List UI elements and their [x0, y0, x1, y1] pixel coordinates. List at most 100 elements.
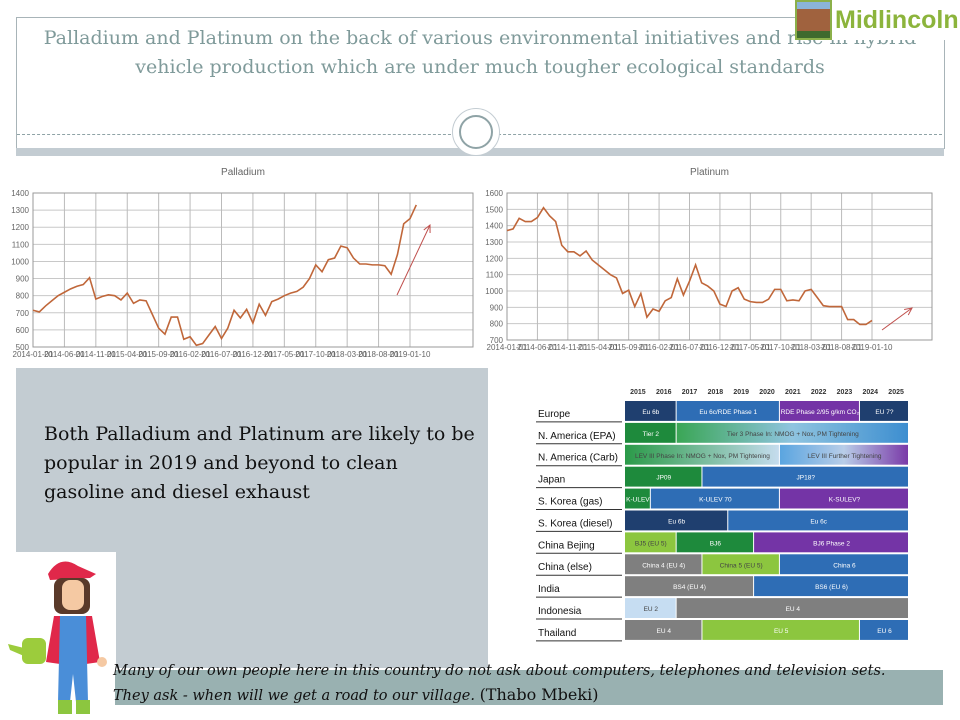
standard-label: Tier 2	[643, 431, 660, 438]
header-frame	[16, 17, 945, 149]
standard-segment	[779, 488, 908, 509]
slide-title: Palladium and Platinum on the back of va…	[43, 27, 917, 78]
standard-label: K-ULEV 70	[699, 497, 732, 504]
y-tick-label: 1000	[485, 287, 503, 296]
region-label: India	[538, 584, 560, 595]
standard-label: Eu 6c/RDE Phase 1	[699, 409, 757, 416]
standard-label: China 6	[833, 562, 856, 569]
standard-segment	[650, 488, 779, 509]
standard-segment	[676, 422, 908, 443]
standard-segment	[702, 554, 779, 575]
x-tick-label: 2019-01-10	[852, 343, 893, 352]
standard-label: Eu 6b	[642, 409, 659, 416]
standard-label: China 4 (EU 4)	[642, 562, 685, 569]
standard-label: EU 2	[644, 606, 659, 613]
y-tick-label: 1500	[485, 205, 503, 214]
x-tick-label: 2016-02-01	[639, 343, 680, 352]
trend-arrowhead-icon	[904, 307, 913, 316]
gardener-illustration	[0, 552, 116, 720]
y-tick-label: 1100	[486, 271, 504, 280]
region-label: China (else)	[538, 562, 592, 573]
region-label: S. Korea (diesel)	[538, 518, 612, 529]
y-tick-label: 700	[490, 336, 504, 345]
standard-label: LEV III Phase In: NMOG + Nox, PM Tighten…	[635, 453, 770, 460]
standard-segment	[625, 488, 650, 509]
standard-label: EU 4	[786, 606, 801, 613]
year-label: 2016	[656, 389, 672, 396]
standard-segment	[702, 620, 859, 640]
year-label: 2017	[682, 389, 698, 396]
x-tick-label: 2014-11-01	[76, 350, 117, 359]
x-tick-label: 2016-07-01	[201, 350, 242, 359]
standard-label: K-ULEV	[626, 497, 650, 504]
standard-label: Tier 3 Phase In: NMOG + Nox, PM Tighteni…	[727, 431, 859, 438]
trend-arrow-icon	[881, 307, 913, 331]
standard-label: JP18?	[797, 475, 816, 482]
standard-label: BS6 (EU 6)	[815, 584, 848, 591]
standard-segment	[625, 598, 676, 618]
standard-segment	[625, 422, 676, 443]
x-tick-label: 2014-11-01	[548, 343, 589, 352]
standard-segment	[728, 510, 908, 531]
region-label: Indonesia	[538, 606, 582, 617]
y-tick-label: 500	[16, 343, 30, 352]
standard-label: EU 4	[657, 628, 672, 635]
year-label: 2025	[888, 389, 904, 396]
standard-segment	[779, 554, 908, 575]
standard-label: EU 5	[774, 628, 789, 635]
standard-segment	[625, 576, 754, 597]
year-label: 2020	[759, 389, 775, 396]
x-tick-label: 2019-01-10	[390, 350, 431, 359]
standard-label: LEV III Further Tightening	[807, 453, 881, 460]
standard-segment	[625, 401, 676, 421]
standard-label: Eu 6b	[668, 518, 685, 525]
standards-timeline: 2015 2016 2017 2018 2019 2020 2021 2022 2023 2024…	[536, 389, 908, 642]
trend-arrowhead-icon	[423, 223, 431, 234]
standard-label: EU 7?	[875, 409, 893, 416]
price-line	[32, 204, 418, 347]
region-label: China Bejing	[538, 540, 595, 551]
y-tick-label: 1400	[485, 222, 503, 231]
plot-frame	[506, 192, 933, 341]
emission-standards-table: 2015 2016 2017 2018 2019 2020 2021 2022 2023 2024…	[488, 370, 920, 662]
year-label: 2021	[785, 389, 801, 396]
x-tick-label: 2018-03-01	[791, 343, 832, 352]
y-tick-label: 1300	[11, 206, 29, 215]
x-tick-label: 2014-06-01	[517, 343, 558, 352]
plot-frame	[32, 192, 474, 348]
standard-segment	[625, 444, 779, 465]
standard-label: EU 6	[877, 628, 892, 635]
price-line	[506, 206, 873, 326]
standard-segment	[859, 620, 908, 640]
y-tick-label: 1000	[11, 257, 29, 266]
standard-segment	[754, 576, 908, 597]
region-label: Europe	[538, 409, 571, 420]
platinum-chart: Platinum 700 800 900 1000 1100 1200 1300 1400 150…	[485, 167, 933, 352]
standard-label: China 5 (EU 5)	[720, 562, 763, 569]
x-tick-label: 2017-10-01	[295, 350, 336, 359]
chart-title: Platinum	[690, 167, 729, 178]
standard-segment	[779, 401, 859, 421]
year-label: 2024	[862, 389, 878, 396]
logo: Midlincoln	[795, 0, 960, 40]
year-label: 2019	[733, 389, 749, 396]
region-label: N. America (EPA)	[538, 431, 616, 442]
x-tick-label: 2018-08-01	[821, 343, 862, 352]
region-label: N. America (Carb)	[538, 453, 618, 464]
x-tick-label: 2015-04-01	[107, 350, 148, 359]
year-label: 2015	[630, 389, 646, 396]
x-tick-label: 2015-09-01	[138, 350, 179, 359]
standard-segment	[702, 466, 908, 487]
x-tick-label: 2017-05-01	[264, 350, 305, 359]
standard-segment	[625, 510, 728, 531]
y-tick-label: 1300	[485, 238, 503, 247]
region-label: Thailand	[538, 628, 576, 639]
quote: Many of our own people here in this coun…	[113, 660, 953, 708]
x-tick-label: 2018-08-01	[358, 350, 399, 359]
standard-segment	[676, 401, 779, 421]
year-label: 2023	[837, 389, 853, 396]
gardener-girl-icon	[8, 561, 107, 714]
logo-text: Midlincoln	[835, 5, 959, 34]
standard-segment	[625, 532, 676, 553]
standard-label: BJ6	[710, 540, 722, 547]
